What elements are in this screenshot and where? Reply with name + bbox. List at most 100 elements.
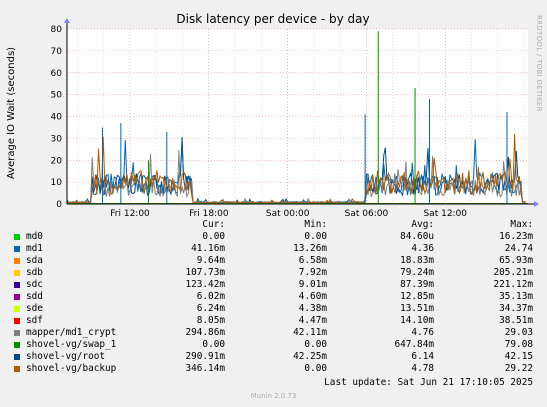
legend-max: 35.13m [499,291,533,302]
legend-min: 0.00 [304,231,327,242]
legend-avg: 4.78 [411,363,434,374]
header-cur: Cur: [202,219,225,230]
y-tick-label: 50 [51,91,63,101]
y-tick-label: 60 [51,69,63,79]
legend-row: sdf 8.05m 4.47m 14.10m 38.51m [0,315,547,327]
legend-avg: 84.60u [400,231,434,242]
legend-swatch [14,318,20,324]
legend-avg: 4.36 [411,243,434,254]
legend-series-name: md0 [26,231,43,242]
legend-row: mapper/md1_crypt 294.86m 42.11m 4.76 29.03 [0,327,547,339]
legend-swatch [14,246,20,252]
legend-avg: 79.24m [400,267,434,278]
series-line [66,133,526,204]
legend-cur: 107.73m [185,267,225,278]
legend-swatch [14,330,20,336]
legend-cur: 9.64m [196,255,225,266]
legend-min: 6.58m [298,255,327,266]
legend-cur: 346.14m [185,363,225,374]
legend-swatch [14,270,20,276]
munin-version: Munin 2.0.73 [250,392,297,400]
legend-cur: 8.05m [196,315,225,326]
legend-row: sde 6.24m 4.38m 13.51m 34.37m [0,303,547,315]
legend-cur: 6.24m [196,303,225,314]
legend-rows: md0 0.00 0.00 84.60u 16.23m md1 41.16m 13.26m 4.… [0,231,547,375]
x-tick-label: Sat 06:00 [345,209,389,219]
legend-swatch [14,282,20,288]
legend-row: shovel-vg/swap_1 0.00 0.00 647.84m 79.08 [0,339,547,351]
legend-row: md0 0.00 0.00 84.60u 16.23m [0,231,547,243]
axes: 0 10 20 30 40 50 60 70 80 Fri 12:00 Fri 18:00 Sat 0… [51,18,539,219]
legend-cur: 6.02m [196,291,225,302]
y-tick-label: 10 [51,178,63,188]
x-tick-label: Fri 18:00 [189,209,229,219]
legend-cur: 41.16m [191,243,225,254]
header-min: Min: [304,219,327,230]
legend-max: 79.08 [504,339,533,350]
x-tick-label: Fri 12:00 [110,209,150,219]
y-tick-label: 0 [56,200,62,210]
legend-row: shovel-vg/root 290.91m 42.25m 6.14 42.15 [0,351,547,363]
legend-max: 29.22 [504,363,533,374]
legend-min: 4.60m [298,291,327,302]
legend-avg: 87.39m [400,279,434,290]
legend-swatch [14,258,20,264]
legend-row: sdb 107.73m 7.92m 79.24m 205.21m [0,267,547,279]
legend-series-name: md1 [26,243,43,254]
legend-series-name: sdc [26,279,43,290]
legend-series-name: sdd [26,291,43,302]
y-axis-arrow [64,18,70,23]
legend-header: Cur: Min: Avg: Max: [0,219,547,231]
legend-swatch [14,294,20,300]
chart-title: Disk latency per device - by day [176,12,369,26]
legend-max: 29.03 [504,327,533,338]
x-axis-arrow [534,201,539,207]
legend-avg: 18.83m [400,255,434,266]
legend-avg: 6.14 [411,351,434,362]
y-tick-label: 40 [51,113,63,123]
legend-avg: 4.76 [411,327,434,338]
header-max: Max: [510,219,533,230]
legend-row: sda 9.64m 6.58m 18.83m 65.93m [0,255,547,267]
legend-row: sdc 123.42m 9.01m 87.39m 221.12m [0,279,547,291]
legend-series-name: sdf [26,315,43,326]
legend-cur: 123.42m [185,279,225,290]
legend-swatch [14,366,20,372]
last-update: Last update: Sat Jun 21 17:10:05 2025 [324,377,533,388]
legend-row: shovel-vg/backup 346.14m 0.00 4.78 29.22 [0,363,547,375]
latency-chart: Disk latency per device - by day Average… [6,12,543,219]
legend-swatch [14,342,20,348]
legend-cur: 0.00 [202,339,225,350]
legend-avg: 13.51m [400,303,434,314]
legend-avg: 12.85m [400,291,434,302]
legend-min: 0.00 [304,363,327,374]
legend-max: 38.51m [499,315,533,326]
x-tick-label: Sat 12:00 [423,209,467,219]
legend-swatch [14,354,20,360]
header-avg: Avg: [411,219,434,230]
legend-min: 0.00 [304,339,327,350]
legend-min: 7.92m [298,267,327,278]
legend-cur: 0.00 [202,231,225,242]
legend-cur: 290.91m [185,351,225,362]
legend-max: 16.23m [499,231,533,242]
legend-avg: 647.84m [394,339,434,350]
legend-min: 9.01m [298,279,327,290]
legend-series-name: mapper/md1_crypt [26,327,117,338]
legend: Cur: Min: Avg: Max: md0 0.00 0.00 84.60u 16.… [0,219,547,375]
rrdtool-watermark: RRDTOOL / TOBI OETIKER [535,15,543,112]
legend-min: 4.38m [298,303,327,314]
legend-max: 221.12m [493,279,533,290]
y-tick-label: 70 [51,47,63,57]
x-tick-label: Sat 00:00 [266,209,310,219]
legend-min: 4.47m [298,315,327,326]
legend-series-name: shovel-vg/swap_1 [26,339,117,350]
legend-max: 42.15 [504,351,533,362]
legend-min: 42.25m [293,351,327,362]
legend-avg: 14.10m [400,315,434,326]
legend-series-name: sde [26,303,43,314]
legend-max: 24.74 [504,243,533,254]
legend-series-name: sda [26,255,43,266]
y-tick-label: 30 [51,134,63,144]
